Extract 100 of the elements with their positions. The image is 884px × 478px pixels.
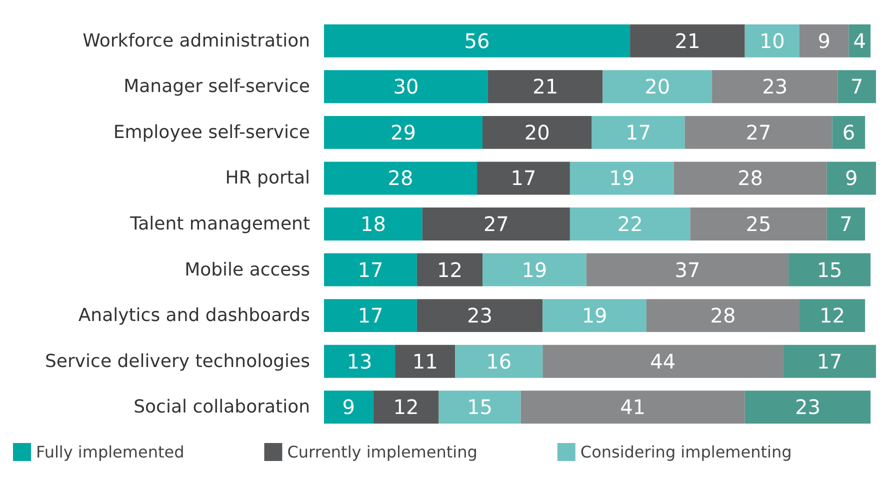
data-label: 12 <box>393 395 419 420</box>
bar <box>482 253 586 286</box>
bar <box>838 70 876 104</box>
bar <box>477 162 570 195</box>
bar <box>630 24 745 58</box>
data-label: 17 <box>510 166 536 190</box>
data-label: 6 <box>842 120 856 144</box>
y-tick-label: Mobile access <box>184 259 310 280</box>
legend-label: Currently implementing <box>287 442 478 462</box>
bar <box>788 253 871 286</box>
bar <box>646 299 800 332</box>
bar <box>586 253 789 286</box>
y-tick-label: Analytics and dashboards <box>78 305 310 326</box>
data-label: 19 <box>522 258 548 282</box>
bar <box>324 24 630 58</box>
y-tick-label: Talent management <box>129 214 310 234</box>
data-label: 56 <box>464 28 490 53</box>
data-label: 7 <box>840 212 852 236</box>
y-tick-label: Employee self-service <box>113 122 310 143</box>
bar <box>570 208 690 240</box>
bar <box>482 116 592 149</box>
data-label: 19 <box>609 166 635 190</box>
bar <box>416 253 482 286</box>
bar <box>684 116 832 149</box>
bar <box>592 116 685 149</box>
data-label: 19 <box>582 304 608 328</box>
data-label: 18 <box>360 212 386 236</box>
bar <box>602 70 712 104</box>
data-label: 13 <box>346 349 372 374</box>
data-label: 29 <box>390 120 416 144</box>
bar <box>416 299 543 332</box>
y-tick-label: Service delivery technologies <box>45 350 310 372</box>
data-label: 28 <box>388 166 414 190</box>
data-label: 21 <box>532 74 558 99</box>
bar <box>674 162 827 195</box>
data-label: 37 <box>674 258 700 282</box>
data-label: 10 <box>759 28 785 53</box>
legend-label: Considering implementing <box>580 442 792 462</box>
data-label: 25 <box>746 212 772 236</box>
data-label: 44 <box>650 349 676 374</box>
bar <box>324 162 478 195</box>
y-tick-label: Manager self-service <box>124 76 310 98</box>
bar <box>712 70 838 104</box>
data-label: 4 <box>853 28 866 53</box>
bar <box>373 390 439 424</box>
data-label: 11 <box>412 349 438 374</box>
data-label: 28 <box>738 166 764 190</box>
bar <box>826 208 866 240</box>
data-label: 17 <box>626 120 651 144</box>
data-label: 27 <box>746 120 772 144</box>
data-label: 23 <box>467 304 492 328</box>
bar <box>324 344 396 378</box>
bar <box>799 24 849 58</box>
data-label: 20 <box>524 120 550 144</box>
bar <box>422 208 570 240</box>
data-label: 17 <box>358 258 384 282</box>
data-label: 9 <box>342 395 355 420</box>
data-label: 30 <box>393 74 419 99</box>
y-tick-label: HR portal <box>225 168 310 189</box>
legend-label: Fully implemented <box>36 442 184 462</box>
bar <box>783 344 876 378</box>
data-label: 9 <box>845 166 858 190</box>
bar <box>799 299 866 332</box>
data-label: 28 <box>710 304 736 328</box>
data-label: 7 <box>850 74 864 99</box>
data-label: 27 <box>483 212 509 236</box>
bar <box>832 116 866 149</box>
y-tick-label: Workforce administration <box>82 30 310 52</box>
bar <box>570 162 674 195</box>
bar <box>826 162 876 195</box>
bar <box>455 344 543 378</box>
data-label: 17 <box>358 304 384 328</box>
bar <box>438 390 521 424</box>
bar <box>744 24 800 58</box>
bar <box>395 344 456 378</box>
data-label: 15 <box>467 395 492 420</box>
data-label: 21 <box>674 28 700 53</box>
data-label: 12 <box>820 304 846 328</box>
bar <box>324 390 374 424</box>
bar <box>324 70 488 104</box>
data-label: 12 <box>436 258 462 282</box>
data-label: 20 <box>644 74 670 99</box>
bar <box>324 253 417 286</box>
data-label: 23 <box>762 74 788 99</box>
bar <box>848 24 871 58</box>
data-label: 15 <box>816 258 842 282</box>
data-label: 23 <box>794 395 820 420</box>
bar <box>542 299 646 332</box>
bar <box>744 390 871 424</box>
bar <box>542 344 784 378</box>
data-label: 9 <box>818 28 830 53</box>
data-label: 22 <box>617 212 643 236</box>
data-label: 16 <box>486 349 512 374</box>
data-label: 41 <box>620 395 646 420</box>
data-label: 17 <box>816 349 842 374</box>
bar <box>690 208 827 240</box>
bar <box>488 70 603 104</box>
bar <box>324 299 417 332</box>
y-tick-label: Social collaboration <box>134 396 310 418</box>
bar <box>520 390 745 424</box>
